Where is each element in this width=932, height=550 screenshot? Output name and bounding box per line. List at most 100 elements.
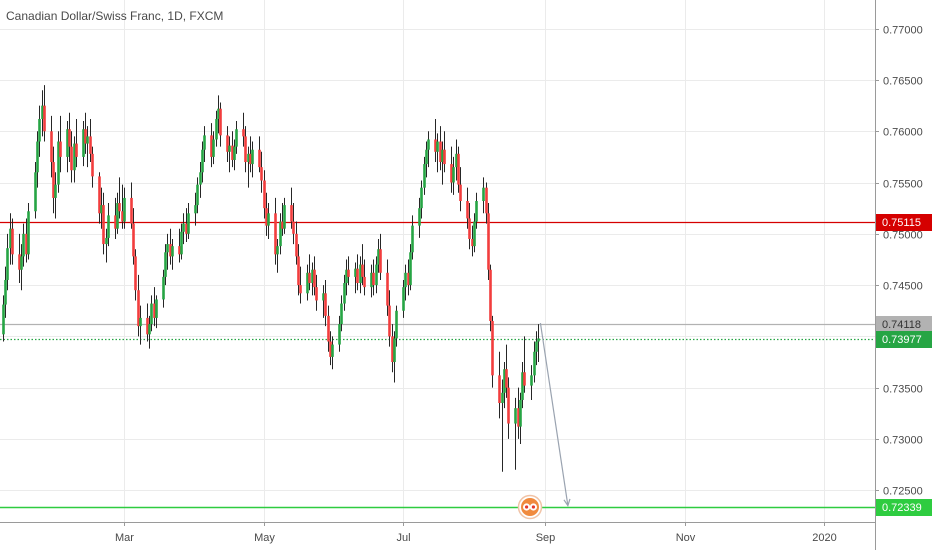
candle-body [420,187,423,209]
candle-body [114,215,117,229]
candle [251,141,254,178]
candle-body [297,256,300,286]
candle-body [489,269,492,321]
forecast-arrow [539,322,571,507]
candle [279,213,282,255]
candle [475,192,478,229]
candle [146,303,149,342]
candle-body [210,135,213,157]
candle-body [514,408,517,424]
candle [276,238,279,273]
time-tick-label: Jul [396,532,410,544]
candle-body [395,310,398,339]
candle-body [132,223,135,257]
candle-body [315,287,318,301]
candle-body [411,225,414,253]
candle [274,197,277,265]
candle [434,118,437,163]
candle-body [130,197,133,224]
candle [66,121,69,173]
candle-body [455,153,458,168]
candle [375,256,378,294]
candle [423,156,426,195]
candle [38,105,41,157]
candle-body [178,246,181,255]
candle-body [263,180,266,209]
candle-body [57,141,60,185]
candle [121,184,124,229]
candle-body [66,129,69,157]
candle [263,170,266,219]
candle-body [377,249,380,265]
candle-body [409,252,412,286]
candle [482,177,485,214]
candle [295,221,298,265]
candle-body [450,164,453,183]
candle [411,215,414,260]
candle-body [473,221,476,247]
candle-body [146,317,149,335]
candle [148,315,151,349]
candle-body [25,233,28,255]
candle [242,112,245,147]
candle-body [38,118,41,142]
price-badges: 0.75115 0.74118 0.73977 0.72339 [876,214,932,516]
candle-body [311,269,314,284]
candle [219,102,222,147]
candle [370,264,373,298]
candle-body [54,184,57,198]
candle-body [235,129,238,147]
candle [235,121,238,154]
candle-body [338,324,341,345]
candle [73,136,76,183]
candle-body [475,201,478,222]
candle-body [139,317,142,327]
candle [116,192,119,234]
candle-body [521,372,524,400]
candle [137,274,140,337]
candle-body [498,375,501,404]
candle [391,324,394,373]
candle-body [535,341,538,352]
candle-body [182,223,185,232]
badge-label: 0.74118 [882,319,921,331]
candle [150,295,153,332]
candle-body [388,305,391,337]
candle [404,264,407,301]
candle-body [180,231,183,255]
candle [537,324,540,363]
candle [535,331,538,366]
candle-body [185,223,188,234]
candle [6,233,9,291]
candle [199,162,202,198]
candle [187,203,190,239]
tradingview-logo[interactable] [517,494,543,520]
candle [427,131,430,168]
candle-body [249,153,252,165]
candle-body [105,237,108,245]
candle-body [393,338,396,363]
candle-body [82,129,85,157]
candle [217,95,220,134]
candle-body [150,303,153,325]
candle-body [375,264,378,286]
candle-body [41,105,44,119]
candle [36,131,39,188]
candle [91,146,94,188]
candle-body [466,201,469,219]
candle [324,279,327,327]
candle-body [533,351,536,376]
candle-body [2,304,5,335]
badge-background [876,214,932,231]
candle [407,259,410,296]
candle [329,331,332,366]
candle-body [283,205,286,229]
badge-previous-close: 0.74118 [876,316,932,333]
candle [54,172,57,219]
candle [379,233,382,280]
candle [523,336,526,393]
candle [75,118,78,168]
candle-body [228,145,231,152]
badge-target: 0.72339 [876,499,932,516]
